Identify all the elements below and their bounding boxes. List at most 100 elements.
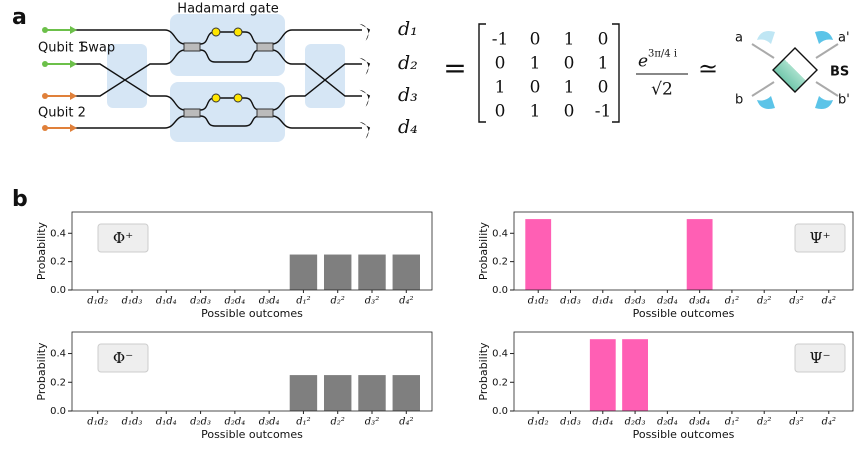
chart: 0.0 0.2 0.4 d₁d₂ d₁d₃ d₁d₄ d₂d₃ d₂d₄ d₃d₄ d₁² d₂² d… xyxy=(35,331,433,441)
detector-label: d₃ xyxy=(398,84,418,106)
annotation-box xyxy=(97,223,149,253)
annotation-box xyxy=(97,343,149,373)
circuit: Hadamard gate Qubit 1 Qubit 2 Swap d₁ d₂… xyxy=(38,2,418,142)
y-tick-label: 0.0 xyxy=(50,285,66,296)
x-tick-label: d₂d₃ xyxy=(190,296,211,307)
plot-frame xyxy=(513,331,854,412)
matrix-entry: 0 xyxy=(564,102,575,122)
matrix-entry: -1 xyxy=(492,30,509,50)
x-tick-label: d₃² xyxy=(789,417,803,428)
y-axis-label: Probability xyxy=(477,221,490,280)
detector-label: d₄ xyxy=(398,116,418,138)
port-label: b xyxy=(735,93,743,108)
x-tick-label: d₃d₄ xyxy=(259,296,280,307)
matrix-entry: 1 xyxy=(598,54,609,74)
qubit-label: Qubit 2 xyxy=(38,106,86,121)
matrix-entry: 0 xyxy=(495,102,506,122)
matrix-entry: 1 xyxy=(564,30,575,50)
swap-label: Swap xyxy=(80,41,115,56)
bar xyxy=(392,375,420,411)
x-tick-label: d₁d₄ xyxy=(156,296,177,307)
plot-frame xyxy=(71,331,433,412)
x-tick-label: d₄² xyxy=(822,417,836,428)
panel-label: a xyxy=(12,5,27,30)
x-tick-label: d₂² xyxy=(331,296,345,307)
x-tick-label: d₂d₄ xyxy=(224,296,245,307)
matrix: = e 3π/4 i √2 ≃ xyxy=(443,23,718,123)
matrix-entry: 0 xyxy=(564,54,575,74)
x-tick-label: d₃² xyxy=(365,296,379,307)
matrix-entry: 0 xyxy=(530,30,541,50)
x-tick-label: d₁d₂ xyxy=(528,296,549,307)
y-tick-label: 0.0 xyxy=(492,285,508,296)
matrix-entry: 0 xyxy=(530,78,541,98)
annotation-box xyxy=(794,223,846,253)
x-tick-label: d₂d₄ xyxy=(657,417,678,428)
x-tick-label: d₃d₄ xyxy=(259,417,280,428)
matrix-entry: -1 xyxy=(595,102,612,122)
y-tick-label: 0.4 xyxy=(50,228,66,239)
bar xyxy=(392,254,420,290)
x-tick-label: d₂d₃ xyxy=(625,296,646,307)
bs-label: BS xyxy=(830,65,849,80)
equals: = xyxy=(443,52,466,85)
x-tick-label: d₂² xyxy=(757,417,771,428)
port-label: a xyxy=(735,31,743,46)
detector-label: d₁ xyxy=(398,18,418,40)
factor-denominator: √2 xyxy=(651,80,673,100)
x-tick-label: d₃² xyxy=(789,296,803,307)
y-tick-label: 0.0 xyxy=(492,406,508,417)
y-axis-label: Probability xyxy=(477,342,490,401)
x-tick-label: d₁d₂ xyxy=(87,296,108,307)
matrix-entry: 1 xyxy=(530,102,541,122)
x-tick-label: d₄² xyxy=(822,296,836,307)
x-tick-label: d₃d₄ xyxy=(689,417,710,428)
x-tick-label: d₁d₄ xyxy=(592,296,613,307)
bar xyxy=(324,375,352,411)
x-tick-label: d₂d₄ xyxy=(657,296,678,307)
x-tick-label: d₁² xyxy=(725,417,739,428)
x-tick-label: d₁d₃ xyxy=(560,417,581,428)
x-tick-label: d₁d₃ xyxy=(122,417,143,428)
plot-frame xyxy=(71,211,433,291)
x-tick-label: d₁² xyxy=(296,296,310,307)
chart: 0.0 0.2 0.4 d₁d₂ d₁d₃ d₁d₄ d₂d₃ d₂d₄ d₃d₄ d₁² d₂² d… xyxy=(477,331,854,441)
x-tick-label: d₄² xyxy=(399,417,413,428)
bar xyxy=(324,254,352,290)
matrix-entry: 0 xyxy=(495,54,506,74)
x-tick-label: d₂d₄ xyxy=(224,417,245,428)
x-tick-label: d₂² xyxy=(331,417,345,428)
annotation: Φ⁻ xyxy=(113,349,133,367)
x-axis-label: Possible outcomes xyxy=(201,307,303,320)
factor-exponent: 3π/4 i xyxy=(648,49,677,60)
beam-splitter: a a' b b' BS xyxy=(735,31,850,109)
y-tick-label: 0.0 xyxy=(50,406,66,417)
bar xyxy=(589,339,616,411)
y-tick-label: 0.2 xyxy=(492,257,508,268)
annotation-box xyxy=(794,343,846,373)
matrix-entry: 1 xyxy=(495,78,506,98)
x-axis-label: Possible outcomes xyxy=(201,428,303,441)
y-axis-label: Probability xyxy=(35,221,48,280)
x-tick-label: d₁² xyxy=(725,296,739,307)
x-tick-label: d₁d₂ xyxy=(528,417,549,428)
bar xyxy=(289,375,318,411)
x-tick-label: d₂d₃ xyxy=(190,417,211,428)
matrix-entry: 1 xyxy=(530,54,541,74)
x-tick-label: d₁d₄ xyxy=(592,417,613,428)
x-tick-label: d₃d₄ xyxy=(689,296,710,307)
chart: 0.0 0.2 0.4 d₁d₂ d₁d₃ d₁d₄ d₂d₃ d₂d₄ d₃d₄ d₁² d₂² d… xyxy=(477,211,854,320)
x-axis-label: Possible outcomes xyxy=(633,307,735,320)
bar xyxy=(686,219,713,290)
factor-base: e xyxy=(638,52,648,72)
detector-label: d₂ xyxy=(398,52,418,74)
y-tick-label: 0.2 xyxy=(492,377,508,388)
x-tick-label: d₁² xyxy=(296,417,310,428)
matrix-entry: 1 xyxy=(564,78,575,98)
y-tick-label: 0.4 xyxy=(492,349,508,360)
bar xyxy=(358,375,386,411)
port-label: a' xyxy=(838,31,850,46)
bar xyxy=(289,254,318,290)
annotation: Ψ⁺ xyxy=(809,229,830,247)
